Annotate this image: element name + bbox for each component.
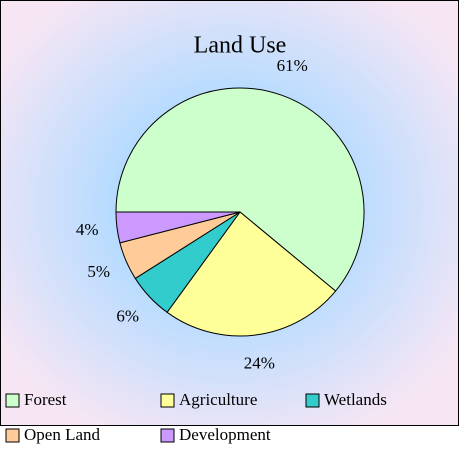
data-label: 5% bbox=[87, 262, 110, 281]
legend-label: Development bbox=[179, 425, 271, 444]
legend-label: Agriculture bbox=[179, 390, 257, 409]
legend-swatch bbox=[5, 393, 20, 408]
legend-swatch bbox=[305, 393, 320, 408]
pie: 61% 24% 6% 5% 4% bbox=[76, 56, 365, 373]
legend-label: Forest bbox=[24, 390, 67, 409]
legend-label: Wetlands bbox=[324, 390, 387, 409]
legend-swatch bbox=[160, 393, 175, 408]
pie-slice bbox=[115, 87, 365, 292]
data-label: 4% bbox=[76, 220, 99, 239]
pie-slice bbox=[166, 211, 337, 337]
chart-title: Land Use bbox=[194, 33, 287, 59]
data-label: 61% bbox=[277, 56, 308, 75]
legend: Forest Agriculture Wetlands Open Land Develo… bbox=[5, 390, 387, 444]
pie-slice bbox=[115, 211, 241, 244]
legend-swatch bbox=[5, 428, 20, 443]
legend-swatch bbox=[160, 428, 175, 443]
legend-label: Open Land bbox=[24, 425, 101, 444]
data-label: 6% bbox=[116, 306, 139, 325]
data-label: 24% bbox=[244, 354, 275, 373]
